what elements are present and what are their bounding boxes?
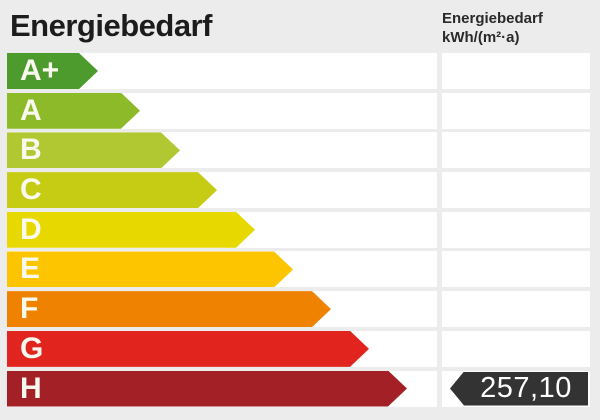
bar-g: G [7,331,369,367]
bar-label: B [20,133,42,167]
bar-cell: C [7,172,437,209]
bar-label: G [20,331,44,365]
value-cell [442,92,590,129]
bar-label: C [20,173,42,207]
value-cell [442,330,590,367]
bar-label: F [20,292,39,326]
scale-row-c: C [7,172,590,209]
page-title: Energiebedarf [10,8,212,43]
bar-b: B [7,132,180,168]
value-cell [442,172,590,209]
bar-cell: A [7,92,437,129]
bar-label: A+ [20,54,60,87]
scale-row-b: B [7,132,590,169]
value-badge: 257,10 [450,371,588,406]
bar-label: E [20,252,41,286]
unit-header-title: Energiebedarf [442,10,543,27]
bar-cell: G [7,330,437,367]
bar-label: D [20,212,42,246]
value-cell: 257,10 [442,370,590,407]
bar-a: A [7,93,140,129]
energy-value: 257,10 [480,372,572,404]
unit-header-unit: kWh/(m²·a) [442,29,520,46]
bar-cell: F [7,291,437,328]
bar-cell: D [7,211,437,248]
scale-row-h: H 257,10 [7,370,590,407]
scale-row-d: D [7,211,590,248]
bar-label: H [20,371,42,405]
value-cell [442,251,590,288]
energy-scale-chart: A+ A B [7,53,590,410]
bar-cell: H [7,370,437,407]
bar-f: F [7,291,331,327]
bar-a-plus: A+ [7,53,98,89]
value-cell [442,132,590,169]
bar-c: C [7,172,217,208]
value-cell [442,53,590,89]
value-cell [442,211,590,248]
scale-row-e: E [7,251,590,288]
bar-h: H [7,371,407,407]
scale-row-f: F [7,291,590,328]
bar-cell: B [7,132,437,169]
bar-label: A [20,93,42,127]
scale-row-a-plus: A+ [7,53,590,89]
scale-row-a: A [7,92,590,129]
bar-cell: E [7,251,437,288]
value-cell [442,291,590,328]
scale-row-g: G [7,330,590,367]
bar-e: E [7,251,293,287]
bar-cell: A+ [7,53,437,89]
bar-d: D [7,212,255,248]
unit-header: Energiebedarf kWh/(m²·a) [442,9,543,47]
